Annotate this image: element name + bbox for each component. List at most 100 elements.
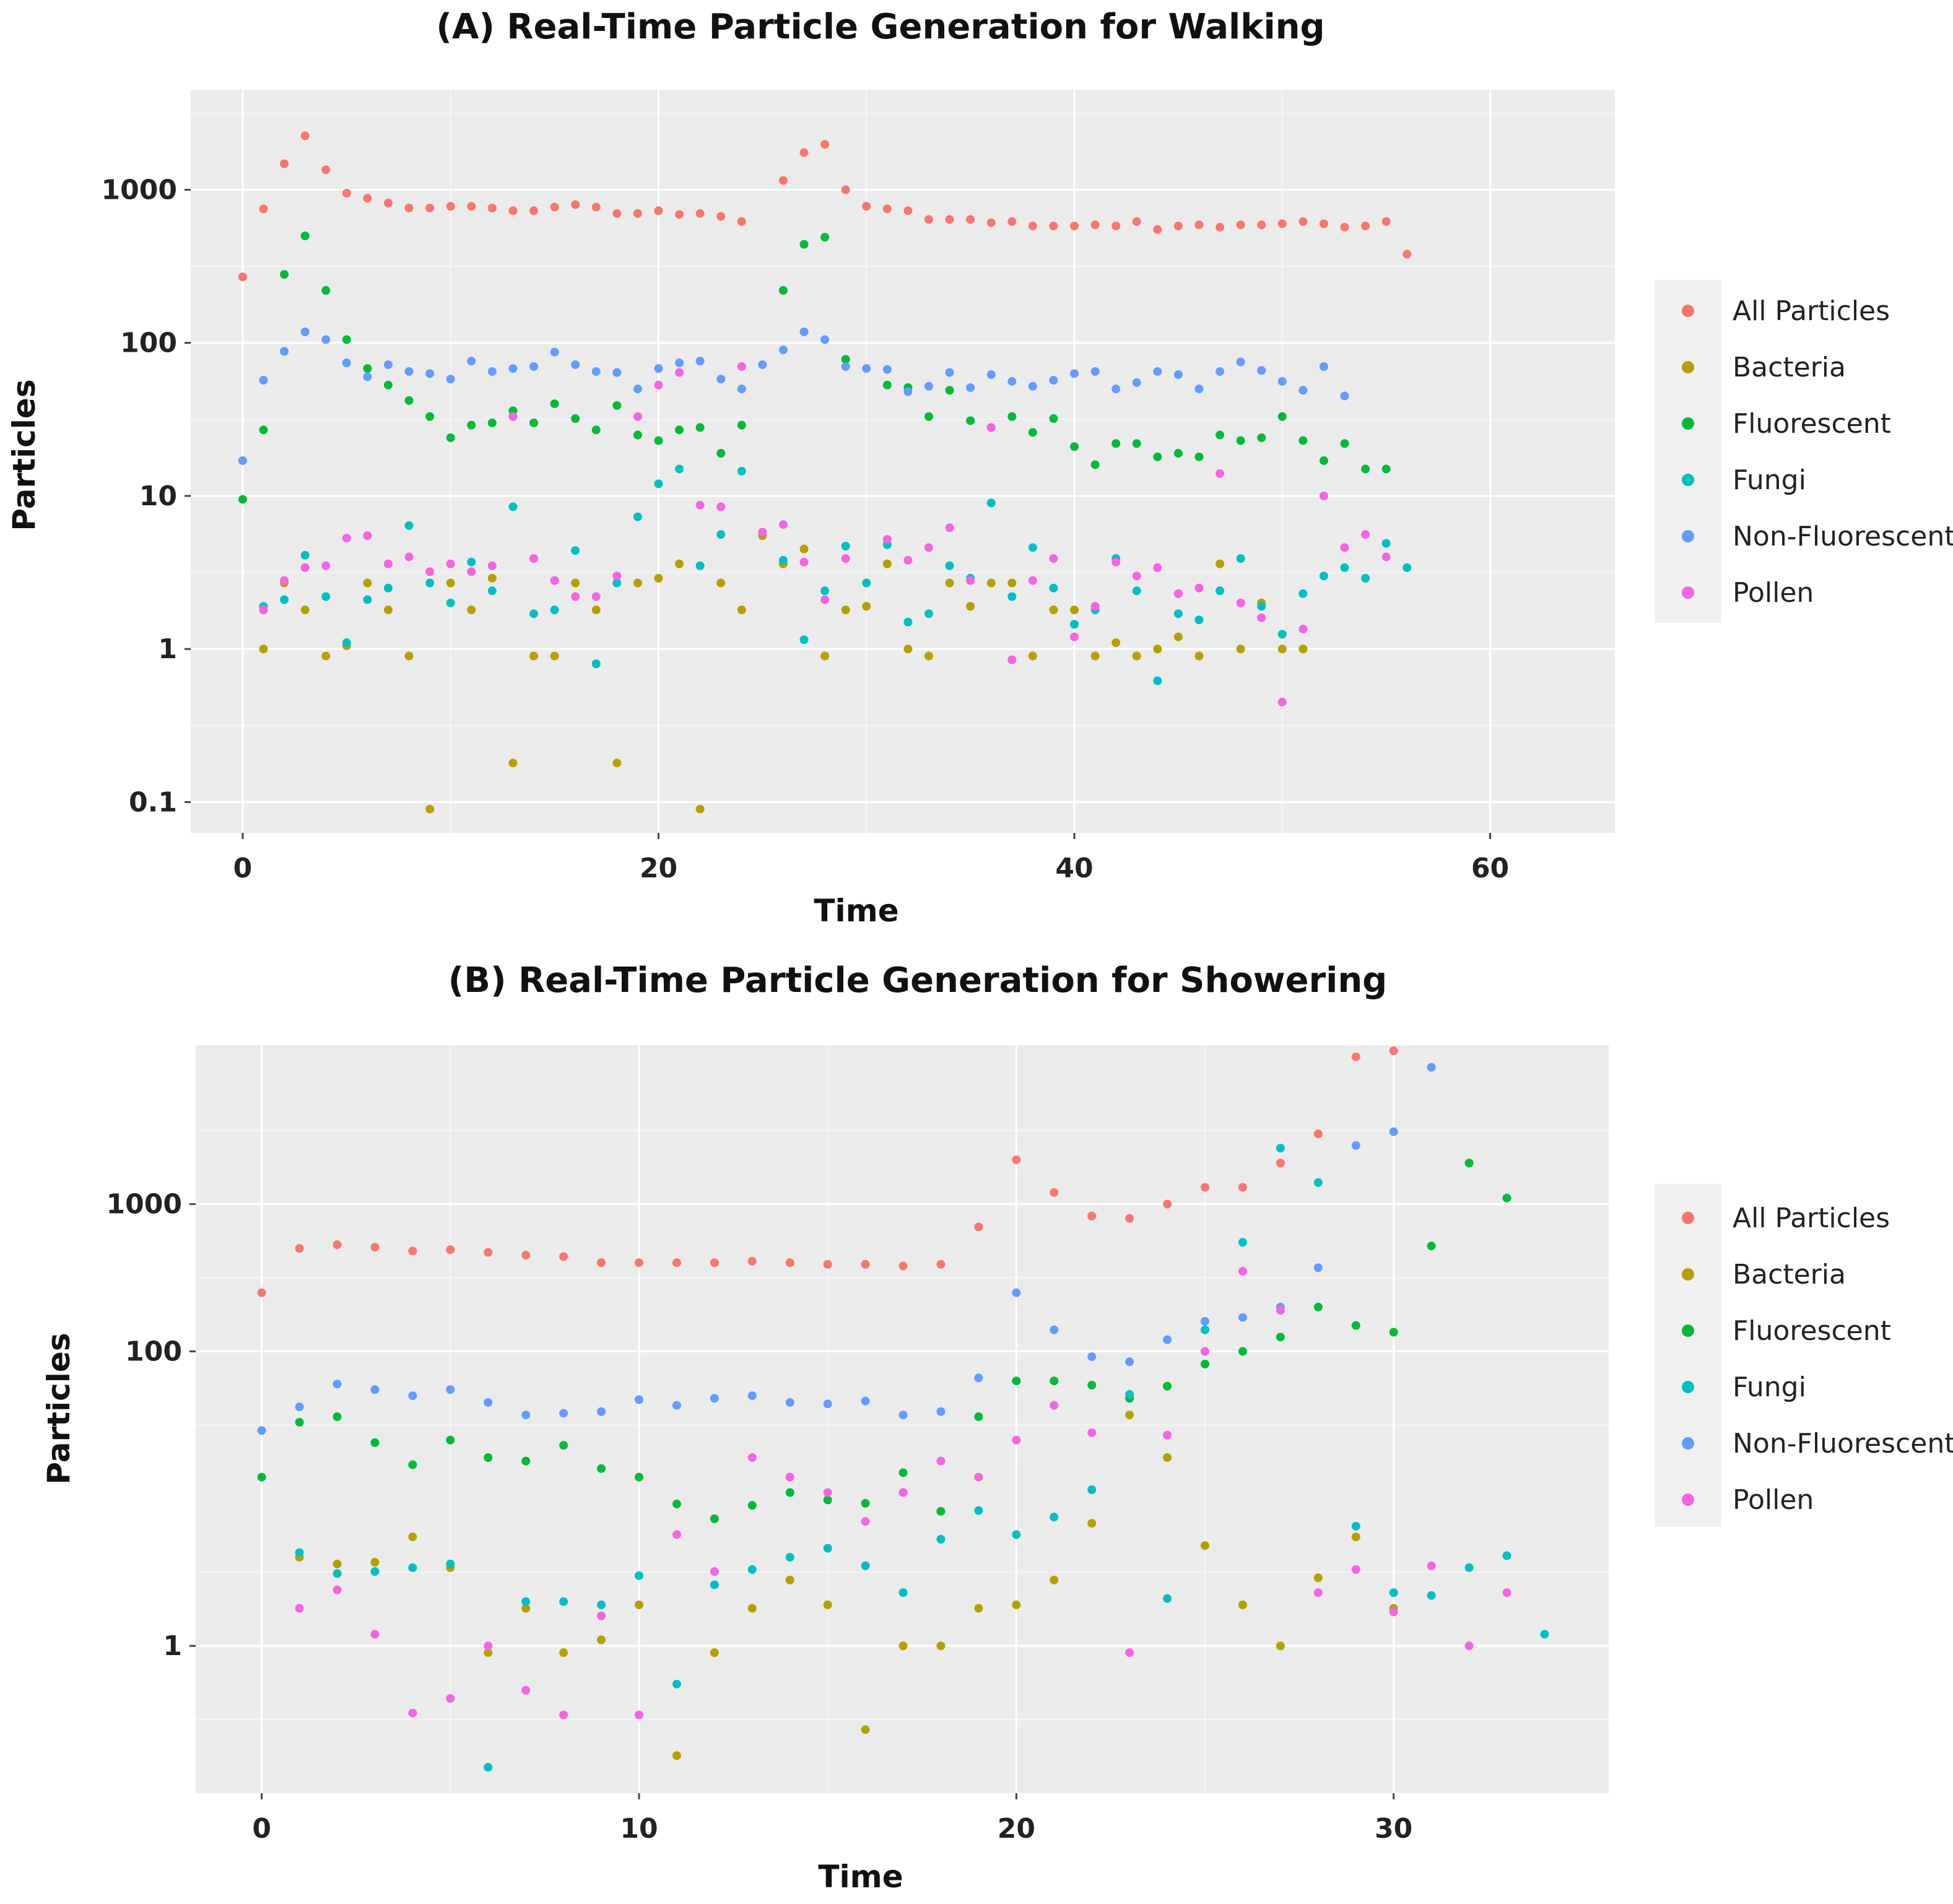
point-fluorescent xyxy=(936,1506,946,1516)
point-pollen xyxy=(484,1641,493,1651)
point-non-fluorescent xyxy=(1007,376,1017,386)
legend-label-pollen: Pollen xyxy=(1733,1484,1814,1516)
point-all-particles xyxy=(612,209,622,218)
point-all-particles xyxy=(695,209,705,218)
point-all-particles xyxy=(862,202,871,211)
point-all-particles xyxy=(1132,217,1141,226)
point-non-fluorescent xyxy=(508,364,518,373)
point-fungi xyxy=(898,1588,908,1598)
point-fluorescent xyxy=(408,1460,417,1469)
point-bacteria xyxy=(1125,1411,1134,1420)
point-non-fluorescent xyxy=(321,335,331,344)
point-bacteria xyxy=(634,1600,643,1609)
panel-a-y-ticks: 0.1 1 10 100 1000 xyxy=(102,174,191,818)
point-bacteria xyxy=(1070,606,1079,615)
point-fluorescent xyxy=(597,1464,606,1473)
panel-b-legend: All Particles Bacteria Fluorescent Fungi Non… xyxy=(1655,1184,1953,1527)
point-non-fluorescent xyxy=(404,367,414,376)
legend-label-all-particles: All Particles xyxy=(1733,1202,1890,1234)
point-all-particles xyxy=(1389,1046,1398,1055)
point-pollen xyxy=(550,576,559,585)
point-non-fluorescent xyxy=(924,381,933,391)
point-fluorescent xyxy=(295,1418,304,1427)
point-fungi xyxy=(1298,589,1308,598)
point-fungi xyxy=(861,1561,870,1570)
y-tick-label: 10 xyxy=(139,480,177,512)
point-all-particles xyxy=(675,210,684,219)
point-fluorescent xyxy=(446,433,455,442)
point-all-particles xyxy=(966,215,975,224)
point-fungi xyxy=(936,1534,946,1544)
point-all-particles xyxy=(1381,217,1391,226)
point-fluorescent xyxy=(1194,452,1204,461)
point-pollen xyxy=(363,531,372,541)
point-all-particles xyxy=(363,194,372,203)
point-pollen xyxy=(404,552,414,562)
point-fungi xyxy=(1049,583,1058,593)
point-pollen xyxy=(1340,543,1349,552)
point-bacteria xyxy=(446,578,455,588)
point-fluorescent xyxy=(716,449,726,458)
point-fungi xyxy=(1132,586,1141,596)
point-all-particles xyxy=(882,204,892,214)
panel-b-title: (B) Real-Time Particle Generation for Sh… xyxy=(448,960,1388,1001)
point-bacteria xyxy=(1090,651,1100,661)
point-pollen xyxy=(591,592,601,601)
point-pollen xyxy=(758,528,767,537)
point-pollen xyxy=(597,1611,606,1620)
point-fungi xyxy=(778,555,788,565)
point-fungi xyxy=(370,1567,380,1576)
point-pollen xyxy=(508,412,518,421)
point-pollen xyxy=(716,502,726,511)
point-bacteria xyxy=(903,645,913,654)
point-fungi xyxy=(799,635,809,645)
point-fluorescent xyxy=(612,401,622,410)
point-bacteria xyxy=(986,578,996,588)
point-bacteria xyxy=(1313,1573,1323,1583)
panel-b-points xyxy=(257,1046,1549,1772)
point-non-fluorescent xyxy=(841,362,850,372)
point-pollen xyxy=(710,1567,719,1576)
point-pollen xyxy=(936,1456,946,1466)
point-all-particles xyxy=(1236,220,1245,230)
point-bacteria xyxy=(404,651,414,661)
point-pollen xyxy=(1381,552,1391,562)
point-fluorescent xyxy=(1070,442,1079,451)
panel-a-x-axis-title: Time xyxy=(814,893,898,929)
series-all-particles xyxy=(238,131,1412,282)
point-bacteria xyxy=(550,651,559,661)
point-fungi xyxy=(823,1544,832,1553)
point-bacteria xyxy=(799,544,809,554)
point-pollen xyxy=(446,559,455,568)
point-fluorescent xyxy=(966,416,975,425)
point-bacteria xyxy=(1087,1519,1097,1528)
point-pollen xyxy=(1153,563,1162,572)
legend-key-non-fluorescent xyxy=(1682,1437,1694,1450)
point-fluorescent xyxy=(710,1514,719,1523)
point-non-fluorescent xyxy=(1173,370,1183,380)
point-bacteria xyxy=(633,578,642,588)
point-bacteria xyxy=(654,573,663,583)
legend-label-non-fluorescent: Non-Fluorescent xyxy=(1733,521,1953,552)
point-pollen xyxy=(974,1472,983,1482)
point-fungi xyxy=(1201,1325,1209,1334)
y-tick-label: 1000 xyxy=(102,174,177,206)
point-non-fluorescent xyxy=(1319,362,1328,372)
point-fungi xyxy=(1194,615,1204,625)
point-fungi xyxy=(1313,1178,1323,1187)
series-pollen xyxy=(259,362,1391,706)
point-fluorescent xyxy=(823,1495,832,1505)
point-bacteria xyxy=(333,1559,342,1568)
point-pollen xyxy=(898,1488,908,1497)
point-fungi xyxy=(1257,602,1266,611)
point-fluorescent xyxy=(383,380,393,389)
point-fungi xyxy=(1464,1563,1474,1572)
point-non-fluorescent xyxy=(487,367,497,376)
point-pollen xyxy=(487,561,497,570)
point-pollen xyxy=(1298,624,1308,633)
point-all-particles xyxy=(404,203,414,212)
point-non-fluorescent xyxy=(383,360,393,369)
point-fluorescent xyxy=(1238,1347,1247,1356)
point-bacteria xyxy=(675,559,684,568)
point-pollen xyxy=(654,380,663,389)
